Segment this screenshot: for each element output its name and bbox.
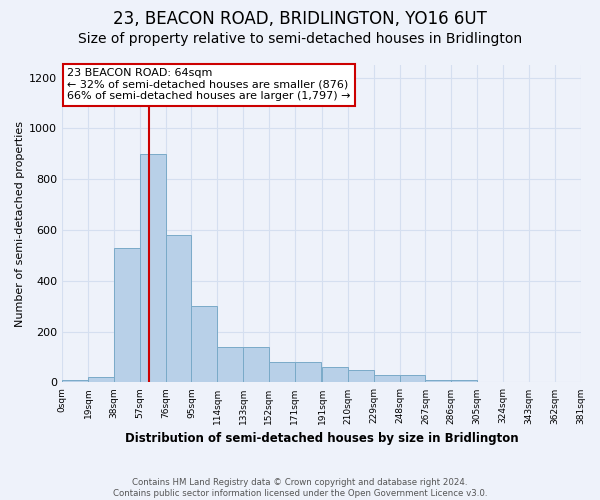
Bar — [140, 154, 166, 382]
Bar — [400, 375, 425, 382]
Bar — [62, 380, 88, 382]
Bar — [425, 380, 451, 382]
Bar — [114, 248, 140, 382]
Y-axis label: Number of semi-detached properties: Number of semi-detached properties — [15, 120, 25, 326]
Bar — [243, 347, 269, 382]
Bar — [348, 370, 374, 382]
Bar — [295, 362, 320, 382]
Text: 23 BEACON ROAD: 64sqm
← 32% of semi-detached houses are smaller (876)
66% of sem: 23 BEACON ROAD: 64sqm ← 32% of semi-deta… — [67, 68, 351, 102]
Bar — [217, 347, 243, 382]
Bar — [166, 235, 191, 382]
Text: 23, BEACON ROAD, BRIDLINGTON, YO16 6UT: 23, BEACON ROAD, BRIDLINGTON, YO16 6UT — [113, 10, 487, 28]
Bar — [374, 375, 400, 382]
Bar — [451, 380, 477, 382]
Bar — [88, 378, 114, 382]
Bar — [322, 367, 348, 382]
X-axis label: Distribution of semi-detached houses by size in Bridlington: Distribution of semi-detached houses by … — [125, 432, 518, 445]
Text: Size of property relative to semi-detached houses in Bridlington: Size of property relative to semi-detach… — [78, 32, 522, 46]
Text: Contains HM Land Registry data © Crown copyright and database right 2024.
Contai: Contains HM Land Registry data © Crown c… — [113, 478, 487, 498]
Bar — [269, 362, 295, 382]
Bar — [191, 306, 217, 382]
